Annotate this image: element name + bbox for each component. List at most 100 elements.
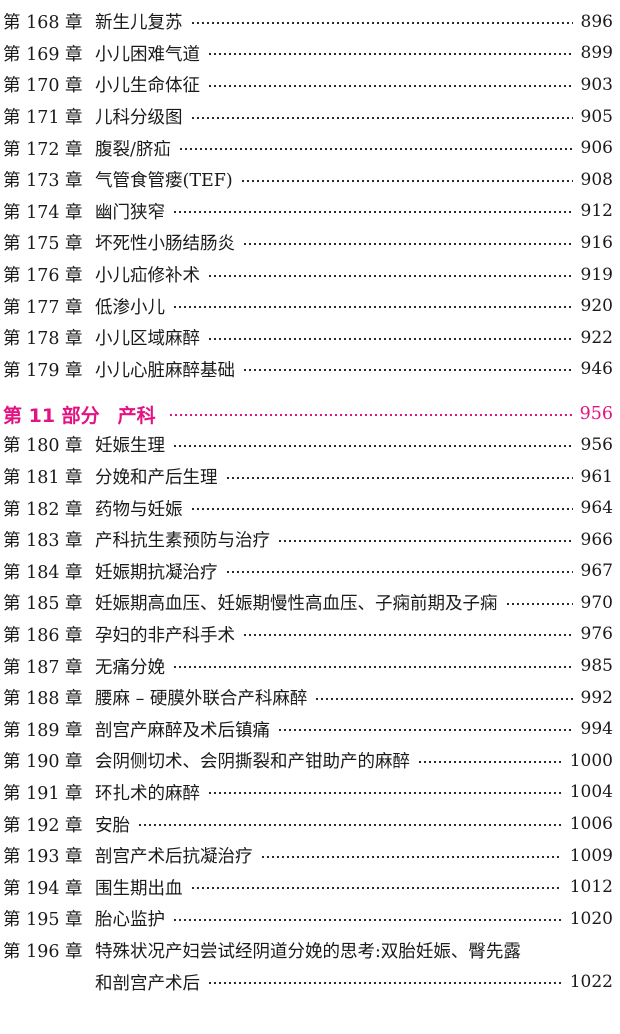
- toc-entry: 第 187 章 无痛分娩 985: [3, 650, 613, 682]
- chapter-title: 安胎: [95, 815, 130, 836]
- chapter-title: 小儿心脏麻醉基础: [95, 360, 235, 381]
- chapter-label: 第 191 章: [3, 783, 83, 804]
- chapter-title: 小儿困难气道: [95, 44, 200, 65]
- chapter-title: 低渗小儿: [95, 297, 165, 318]
- chapter-title: 分娩和产后生理: [95, 468, 218, 489]
- chapter-title: 坏死性小肠结肠炎: [95, 234, 235, 255]
- chapter-label: 第 177 章: [3, 297, 83, 318]
- chapter-label: 第 171 章: [3, 108, 83, 129]
- dot-leader: [169, 414, 572, 417]
- chapter-title: 会阴侧切术、会阴撕裂和产钳助产的麻醉: [95, 752, 410, 773]
- dot-leader: [209, 53, 573, 56]
- dot-leader: [191, 116, 573, 119]
- chapter-title: 剖宫产麻醉及术后镇痛: [95, 720, 270, 741]
- toc-entry: 第 178 章 小儿区域麻醉 922: [3, 322, 613, 354]
- toc-entry: 第 184 章 妊娠期抗凝治疗 967: [3, 556, 613, 588]
- chapter-label: 第 194 章: [3, 878, 83, 899]
- page-number: 976: [580, 624, 613, 645]
- chapter-title: 气管食管瘘(TEF): [95, 171, 233, 192]
- toc-entry: 第 183 章 产科抗生素预防与治疗 966: [3, 524, 613, 556]
- page-number: 922: [580, 327, 613, 348]
- toc-entry: 第 173 章 气管食管瘘(TEF) 908: [3, 164, 613, 196]
- chapter-title: 和剖宫产术后: [95, 973, 200, 994]
- toc-entry: 第 190 章 会阴侧切术、会阴撕裂和产钳助产的麻醉 1000: [3, 745, 613, 777]
- dot-leader: [261, 855, 562, 858]
- chapter-label: 第 190 章: [3, 752, 83, 773]
- toc-entry: 第 176 章 小儿疝修补术 919: [3, 259, 613, 291]
- part-title: 产科: [117, 404, 156, 427]
- chapter-title: 妊娠生理: [95, 436, 165, 457]
- chapter-title: 无痛分娩: [95, 657, 165, 678]
- chapter-title: 腹裂/脐疝: [95, 139, 171, 160]
- toc-entry: 第 191 章 环扎术的麻醉 1004: [3, 777, 613, 809]
- dot-leader: [174, 211, 573, 214]
- toc-entry: 第 174 章 幽门狭窄 912: [3, 196, 613, 228]
- chapter-label: 第 185 章: [3, 594, 83, 615]
- dot-leader: [241, 179, 573, 182]
- page-number: 899: [580, 43, 613, 64]
- toc-entry: 第 196 章 特殊状况产妇尝试经阴道分娩的思考:双胎妊娠、臀先露: [3, 935, 613, 967]
- chapter-label: 第 169 章: [3, 44, 83, 65]
- chapter-label: 第 192 章: [3, 815, 83, 836]
- page-number: 896: [580, 11, 613, 32]
- toc-entry: 第 177 章 低渗小儿 920: [3, 290, 613, 322]
- page-number: 992: [580, 687, 613, 708]
- chapter-title: 幽门狭窄: [95, 202, 165, 223]
- chapter-label: 第 170 章: [3, 76, 83, 97]
- dot-leader: [191, 21, 573, 24]
- toc-entry: 第 171 章 儿科分级图 905: [3, 101, 613, 133]
- toc-entry: 第 195 章 胎心监护 1020: [3, 903, 613, 935]
- chapter-label: 第 172 章: [3, 139, 83, 160]
- toc-entry: 第 193 章 剖宫产术后抗凝治疗 1009: [3, 840, 613, 872]
- dot-leader: [191, 887, 562, 890]
- chapter-label: 第 187 章: [3, 657, 83, 678]
- chapter-title: 孕妇的非产科手术: [95, 625, 235, 646]
- chapter-label: 第 181 章: [3, 468, 83, 489]
- page-number: 970: [580, 592, 613, 613]
- toc-entry: 第 185 章 妊娠期高血压、妊娠期慢性高血压、子痫前期及子痫 970: [3, 587, 613, 619]
- page-number: 964: [580, 498, 613, 519]
- page-number: 956: [580, 434, 613, 455]
- dot-leader: [316, 697, 573, 700]
- page-number: 903: [580, 74, 613, 95]
- chapter-title: 剖宫产术后抗凝治疗: [95, 847, 253, 868]
- dot-leader: [209, 982, 562, 985]
- table-of-contents: 第 168 章 新生儿复苏 896 第 169 章 小儿困难气道 899 第 1…: [3, 6, 613, 994]
- dot-leader: [174, 918, 562, 921]
- chapter-title: 环扎术的麻醉: [95, 783, 200, 804]
- chapter-title: 妊娠期高血压、妊娠期慢性高血压、子痫前期及子痫: [95, 594, 498, 615]
- page-number: 920: [580, 296, 613, 317]
- chapter-label: 第 193 章: [3, 847, 83, 868]
- dot-leader: [174, 306, 573, 309]
- page-number: 1012: [569, 877, 613, 898]
- chapter-label: 第 186 章: [3, 625, 83, 646]
- chapter-label: 第 174 章: [3, 202, 83, 223]
- dot-leader: [244, 634, 573, 637]
- toc-entry: 第 169 章 小儿困难气道 899: [3, 38, 613, 70]
- chapter-label: 第 173 章: [3, 171, 83, 192]
- chapter-title: 药物与妊娠: [95, 499, 183, 520]
- page-number: 946: [580, 359, 613, 380]
- page-number: 905: [580, 106, 613, 127]
- chapter-title: 产科抗生素预防与治疗: [95, 531, 270, 552]
- chapter-title: 胎心监护: [95, 910, 165, 931]
- chapter-title: 围生期出血: [95, 878, 183, 899]
- toc-entry: 第 168 章 新生儿复苏 896: [3, 6, 613, 38]
- page-number: 1020: [569, 908, 613, 929]
- dot-leader: [139, 824, 562, 827]
- page-number: 916: [580, 232, 613, 253]
- page-number: 1022: [569, 972, 613, 993]
- toc-entry: 第 181 章 分娩和产后生理 961: [3, 461, 613, 493]
- chapter-label: 第 196 章: [3, 941, 83, 962]
- chapter-label: 第 176 章: [3, 266, 83, 287]
- page-number: 1009: [569, 845, 613, 866]
- dot-leader: [506, 602, 573, 605]
- page-number: 919: [580, 264, 613, 285]
- dot-leader: [174, 666, 573, 669]
- page-number: 1006: [569, 814, 613, 835]
- chapter-label: 第 175 章: [3, 234, 83, 255]
- chapter-label: 第 179 章: [3, 360, 83, 381]
- toc-entry: 第 186 章 孕妇的非产科手术 976: [3, 619, 613, 651]
- chapter-title: 腰麻 – 硬膜外联合产科麻醉: [95, 689, 308, 710]
- toc-entry: 第 179 章 小儿心脏麻醉基础 946: [3, 354, 613, 386]
